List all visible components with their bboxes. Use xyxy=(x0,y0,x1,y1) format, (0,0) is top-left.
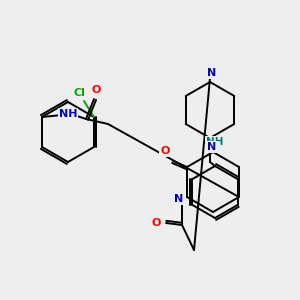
Text: N: N xyxy=(174,194,184,204)
Text: O: O xyxy=(91,85,101,95)
Text: Cl: Cl xyxy=(73,88,85,98)
Text: NH: NH xyxy=(59,109,77,119)
Text: N: N xyxy=(207,142,217,152)
Text: NH: NH xyxy=(206,137,224,147)
Text: O: O xyxy=(160,146,170,156)
Text: N: N xyxy=(207,68,217,78)
Text: O: O xyxy=(151,218,161,228)
